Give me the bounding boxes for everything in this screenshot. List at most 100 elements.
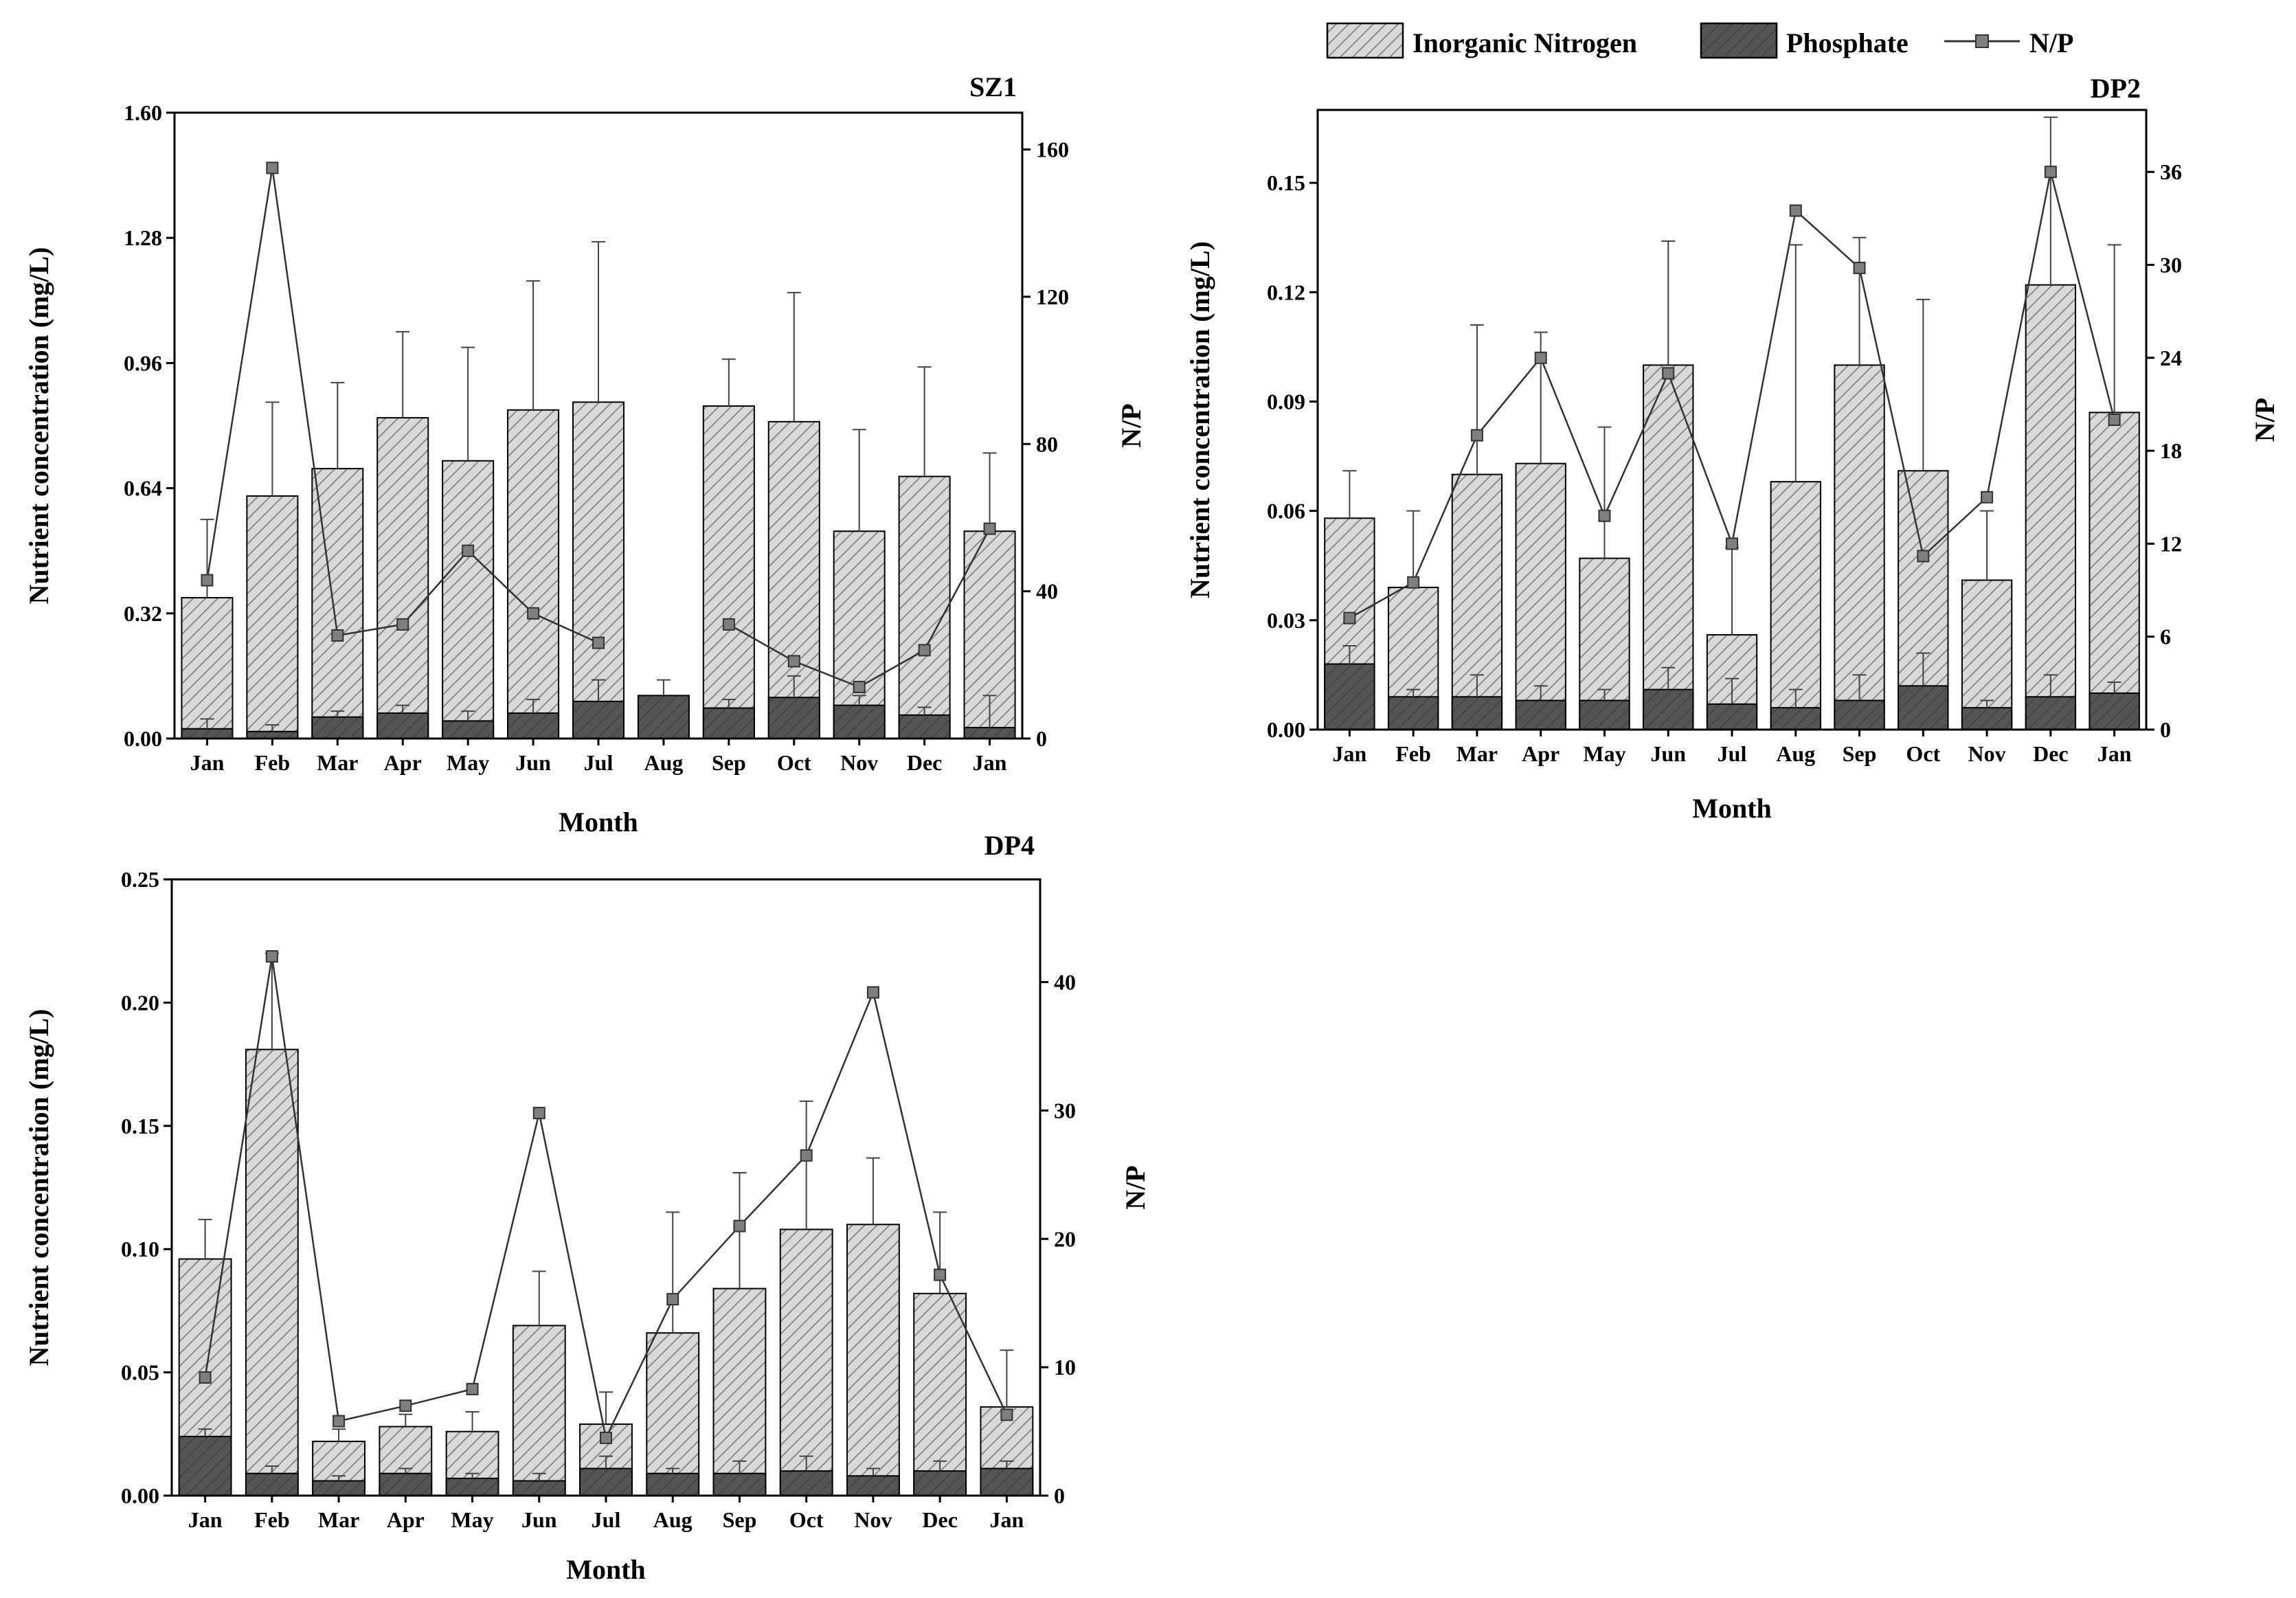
dp4-y-tick-label: 0.05 [121,1360,159,1385]
legend-nitrogen-swatch [1326,22,1404,59]
sz1-np-point [787,655,800,668]
sz1-nitrogen-bar [442,460,495,740]
dp4-y2-tick-label: 0 [1054,1483,1065,1508]
dp2-np-segment [1858,267,1924,556]
sz1-error-bars [200,240,997,732]
dp2-x-tick-label: Jul [1718,741,1747,766]
sz1-phosphate-bar [898,714,951,740]
dp4-phosphate-bar [913,1470,967,1497]
dp2-x-tick-label: Jan [1332,741,1366,766]
dp2-y-tick-label: 0.06 [1267,499,1305,524]
dp2-np-point [1917,550,1930,563]
dp4-np-segment [939,1274,1008,1415]
dp2-phosphate-bar [1961,707,2013,730]
sz1-np-point [592,636,605,649]
dp4-np-point [333,1415,346,1428]
sz1-y-tick-label: 0.96 [124,350,162,375]
dp4-y2-tick-label: 40 [1054,970,1076,995]
dp2-bars [1324,284,2140,731]
dp4-np-point [934,1268,947,1281]
sz1-y-tick-label: 1.60 [124,100,162,125]
dp4-y-axis-label: Nutrient concentration (mg/L) [23,1009,54,1366]
dp2-np-point [2108,414,2121,426]
dp2-y-tick-label: 0.12 [1267,280,1305,304]
sz1-x-tick-label: Nov [840,750,878,775]
sz1-np-series [201,161,996,693]
dp2-x-tick-label: Nov [1968,741,2006,766]
sz1-x-tick-label: Apr [384,750,422,775]
sz1-x-tick-label: Mar [317,750,358,775]
dp2-y-tick-label: 0.03 [1267,608,1305,633]
dp2-np-segment [1922,496,1988,557]
dp4-nitrogen-bar [512,1325,566,1496]
dp4-np-point [466,1382,479,1395]
dp4-x-tick-label: Feb [254,1507,290,1532]
dp2-np-point [1470,429,1483,442]
dp4-y2-axis-label: N/P [1120,1165,1151,1209]
legend-phosphate-swatch [1700,22,1778,59]
sz1-y2-tick-label: 0 [1036,726,1047,751]
dp4-x-axis-label: Month [566,1554,646,1585]
dp4-x-tick-label: Jul [592,1507,621,1532]
dp2-np-segment [1794,210,1860,269]
dp2-x-tick-label: Jan [2097,741,2132,766]
dp2-phosphate-bar [1324,663,1375,731]
dp4-x-tick-label: Apr [387,1507,425,1532]
sz1-phosphate-bar [507,712,560,739]
sz1-y2-axis-label: N/P [1116,403,1147,447]
dp4-y-tick-label: 0.10 [121,1237,159,1261]
dp2-error-bars [1342,116,2121,708]
sz1-phosphate-bar [702,707,755,739]
dp4-np-segment [405,1388,473,1407]
dp2-phosphate-bar [2089,692,2140,730]
dp4-x-tick-label: Aug [653,1507,693,1532]
dp2-np-point [1407,576,1420,589]
dp4-x-tick-label: Oct [789,1507,824,1532]
dp2-np-segment [1985,171,2052,497]
sz1-y2-tick-label: 160 [1036,137,1069,162]
dp2-y-tick-label: 0.09 [1267,389,1305,414]
dp2-y2-tick-label: 0 [2160,717,2171,742]
dp2-y2-tick-label: 12 [2160,531,2182,556]
dp4-np-segment [605,1298,674,1439]
panel-sz1: 0.00 0.32 0.64 0.96 1.28 1.60 0 40 80 120 160 Jan Fe… [23,71,1147,837]
dp4-np-series [199,950,1013,1444]
dp2-x-tick-label: Sep [1843,741,1877,766]
dp2-nitrogen-bar [2089,412,2140,730]
dp4-np-segment [805,991,875,1156]
dp2-x-tick-label: Jun [1650,741,1686,766]
dp2-np-segment [1413,435,1478,583]
sz1-phosphate-bar [963,727,1016,739]
sz1-y2-tick-label: 80 [1036,431,1058,456]
dp2-title: DP2 [2091,73,2141,104]
dp2-y2-tick-label: 6 [2160,624,2171,649]
dp4-np-point [1000,1408,1013,1421]
sz1-y-tick-label: 0.32 [124,601,162,626]
dp2-np-point [1598,509,1611,522]
dp2-np-series [1343,166,2121,624]
sz1-phosphate-bar [376,712,429,739]
dp2-y2-tick-label: 18 [2160,438,2182,463]
sz1-x-tick-label: Jan [973,750,1007,775]
dp2-x-tick-label: May [1583,741,1625,766]
dp4-x-tick-label: Mar [318,1507,359,1532]
dp2-x-tick-label: Aug [1776,741,1815,766]
dp2-phosphate-bar [2025,696,2077,731]
dp4-np-point [733,1219,746,1233]
dp2-nitrogen-bar [2025,284,2077,730]
sz1-nitrogen-bar [898,475,951,739]
dp4-bars [178,1048,1034,1497]
sz1-phosphate-bar [833,704,886,740]
sz1-title: SZ1 [969,71,1017,102]
dp4-nitrogen-bar [245,1048,299,1496]
dp2-np-point [1981,491,1994,504]
sz1-x-tick-label: May [447,750,489,775]
dp2-x-tick-label: Apr [1522,741,1560,766]
dp4-phosphate-bar [779,1470,833,1497]
panel-dp4: 0.00 0.05 0.10 0.15 0.20 0.25 0 10 20 30 40 Jan Feb M… [23,830,1151,1585]
dp4-np-segment [538,1112,607,1439]
dp2-np-point [1662,367,1675,380]
dp4-np-point [800,1149,813,1162]
sz1-np-point [201,574,214,587]
